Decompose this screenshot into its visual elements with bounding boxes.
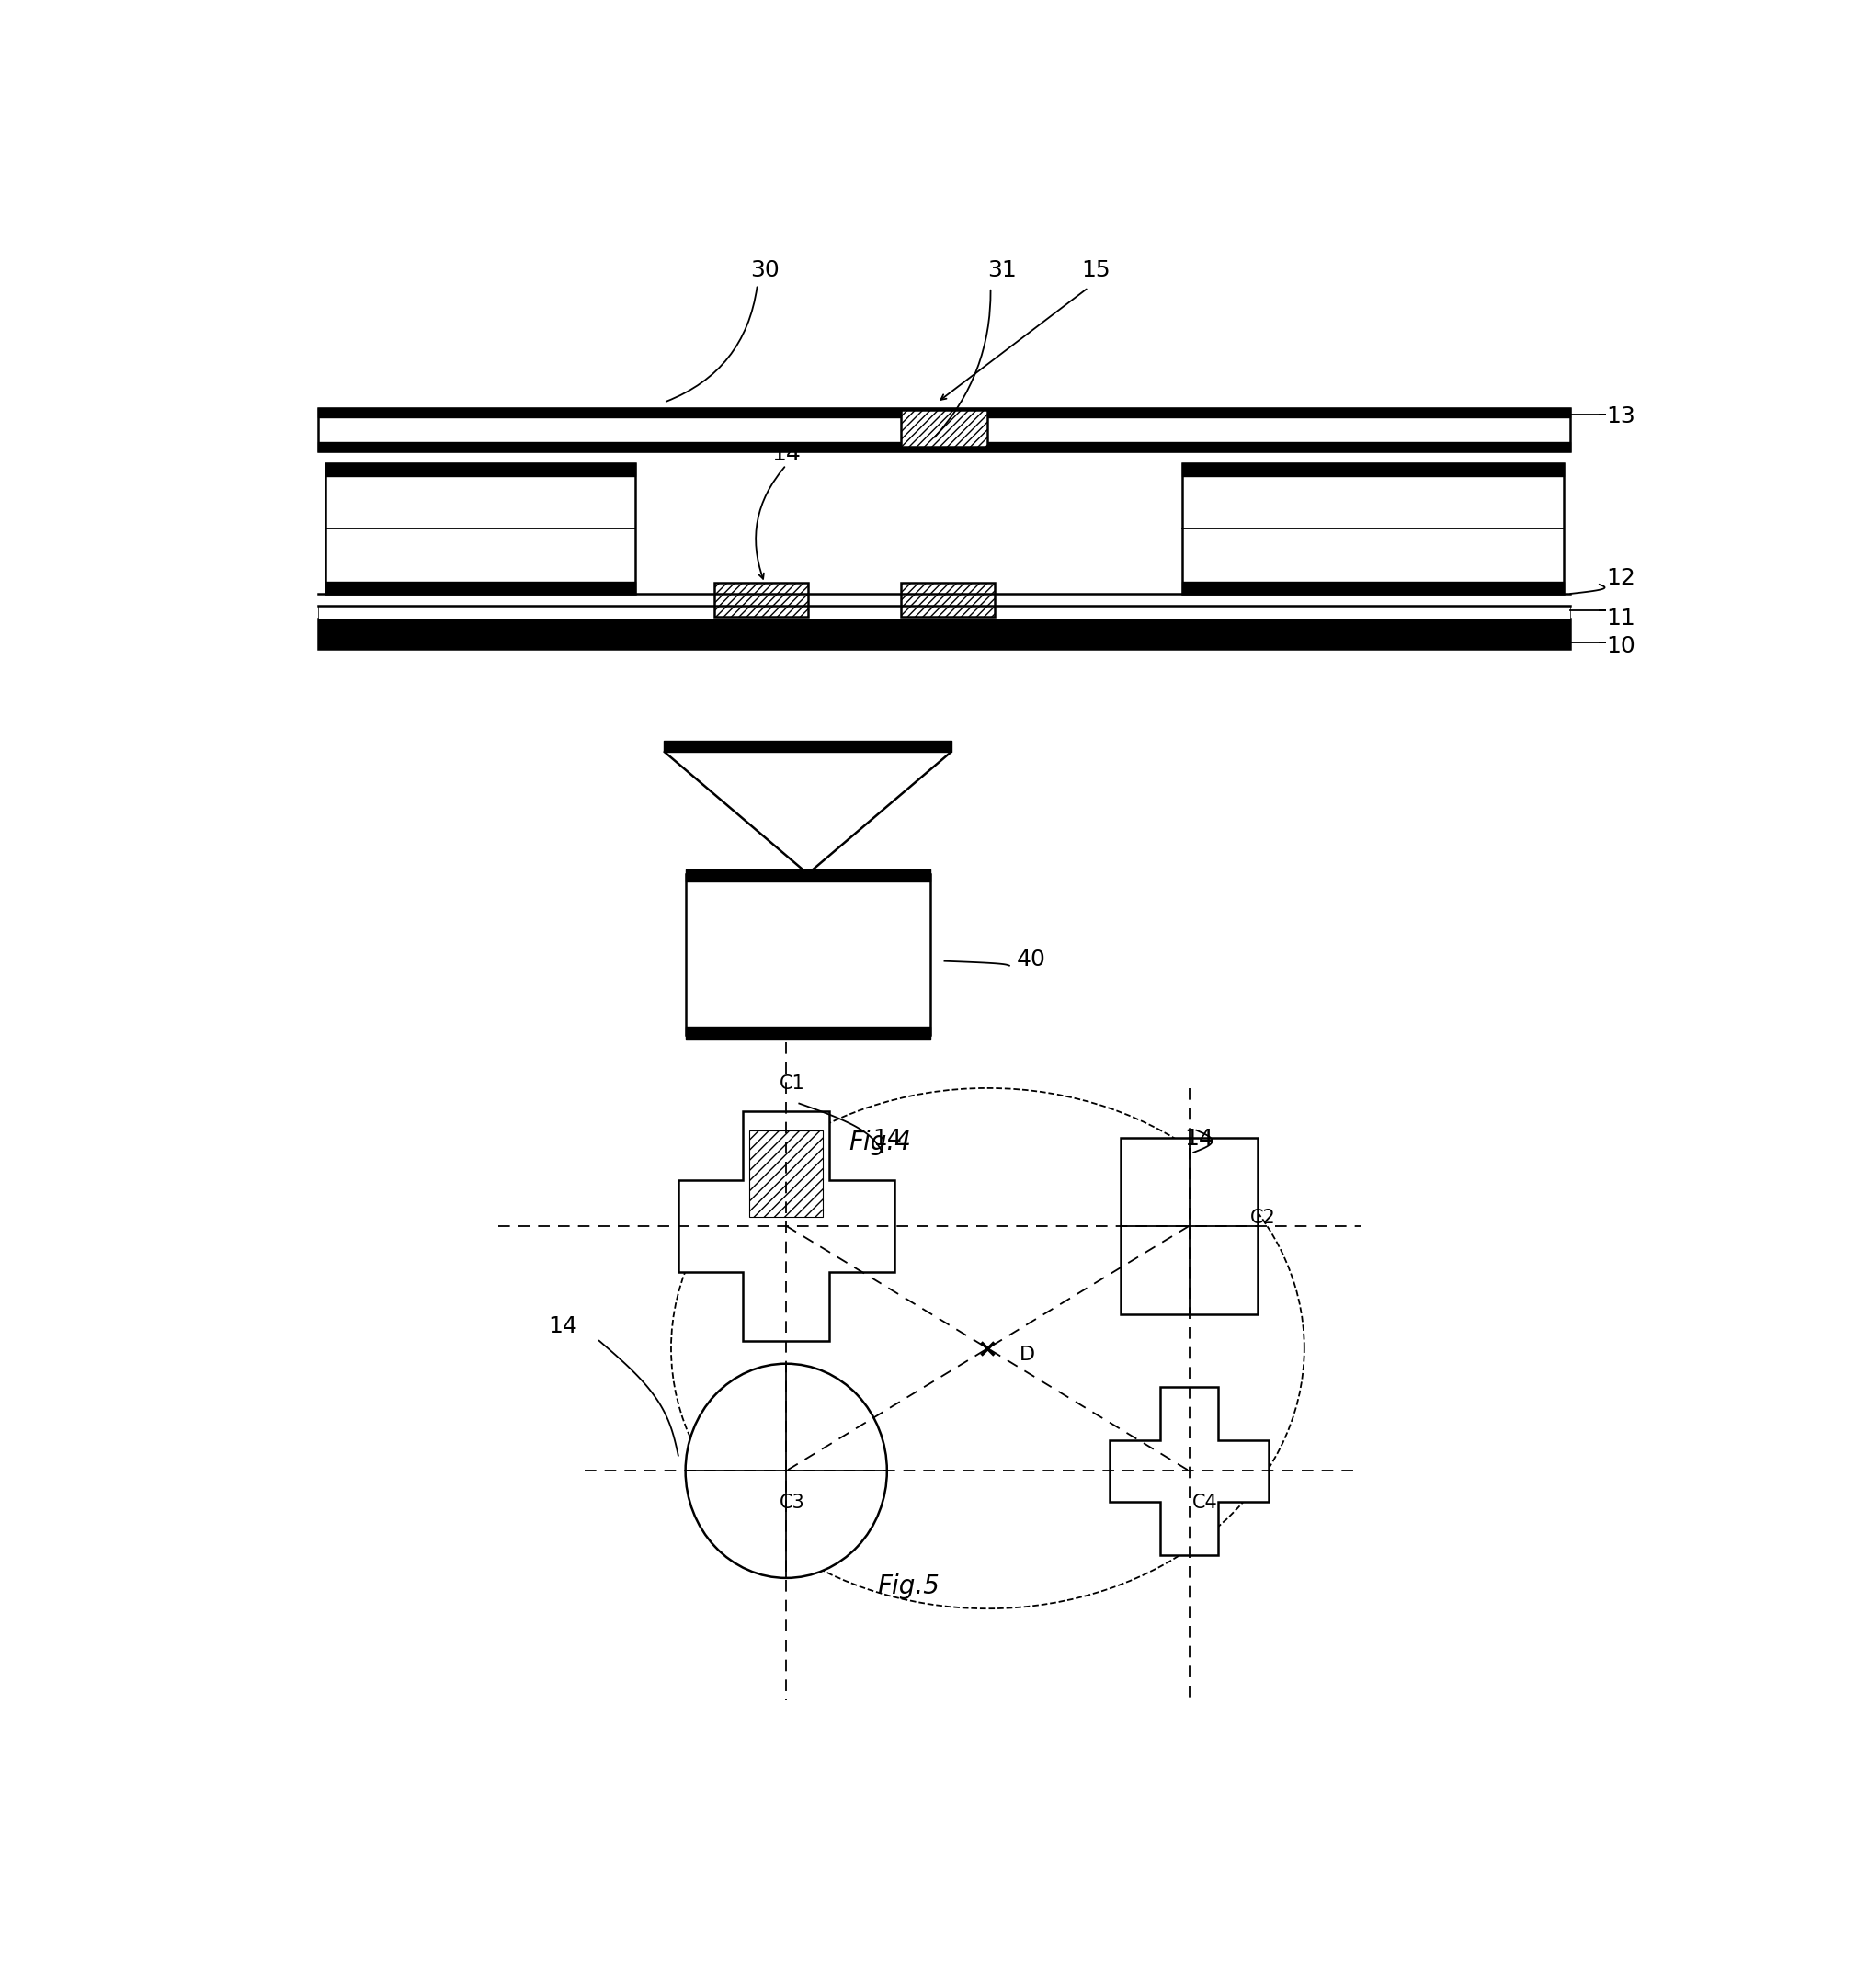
Text: Fig.4: Fig.4 bbox=[849, 1129, 912, 1155]
Text: 14: 14 bbox=[771, 443, 800, 465]
Text: 10: 10 bbox=[1606, 634, 1636, 656]
Text: Fig.5: Fig.5 bbox=[877, 1573, 940, 1598]
Text: C3: C3 bbox=[780, 1493, 804, 1513]
Text: 13: 13 bbox=[1606, 406, 1636, 427]
Text: 14: 14 bbox=[873, 1127, 903, 1149]
Text: 31: 31 bbox=[988, 258, 1016, 282]
Text: 40: 40 bbox=[1016, 948, 1045, 970]
Bar bbox=[1122, 1137, 1257, 1314]
Bar bbox=[901, 582, 995, 616]
Bar bbox=[685, 875, 930, 1034]
Bar bbox=[1183, 463, 1564, 594]
Text: 14: 14 bbox=[1185, 1127, 1214, 1149]
Text: C2: C2 bbox=[1250, 1209, 1276, 1227]
Polygon shape bbox=[678, 1111, 895, 1340]
Text: C4: C4 bbox=[1192, 1493, 1218, 1513]
Polygon shape bbox=[1110, 1388, 1268, 1555]
Bar bbox=[319, 618, 1571, 648]
Text: 15: 15 bbox=[1081, 258, 1110, 282]
Bar bbox=[715, 582, 808, 616]
Text: 30: 30 bbox=[750, 258, 780, 282]
Text: C1: C1 bbox=[780, 1074, 804, 1093]
Bar bbox=[319, 408, 1571, 451]
Bar bbox=[325, 463, 635, 594]
Text: D: D bbox=[1019, 1346, 1034, 1364]
Polygon shape bbox=[665, 751, 951, 875]
Text: 11: 11 bbox=[1606, 606, 1636, 630]
Bar bbox=[319, 606, 1571, 618]
Bar bbox=[901, 410, 988, 447]
Bar bbox=[750, 1131, 823, 1217]
Circle shape bbox=[685, 1364, 888, 1578]
Text: 14: 14 bbox=[548, 1316, 578, 1338]
Text: 12: 12 bbox=[1606, 567, 1636, 588]
